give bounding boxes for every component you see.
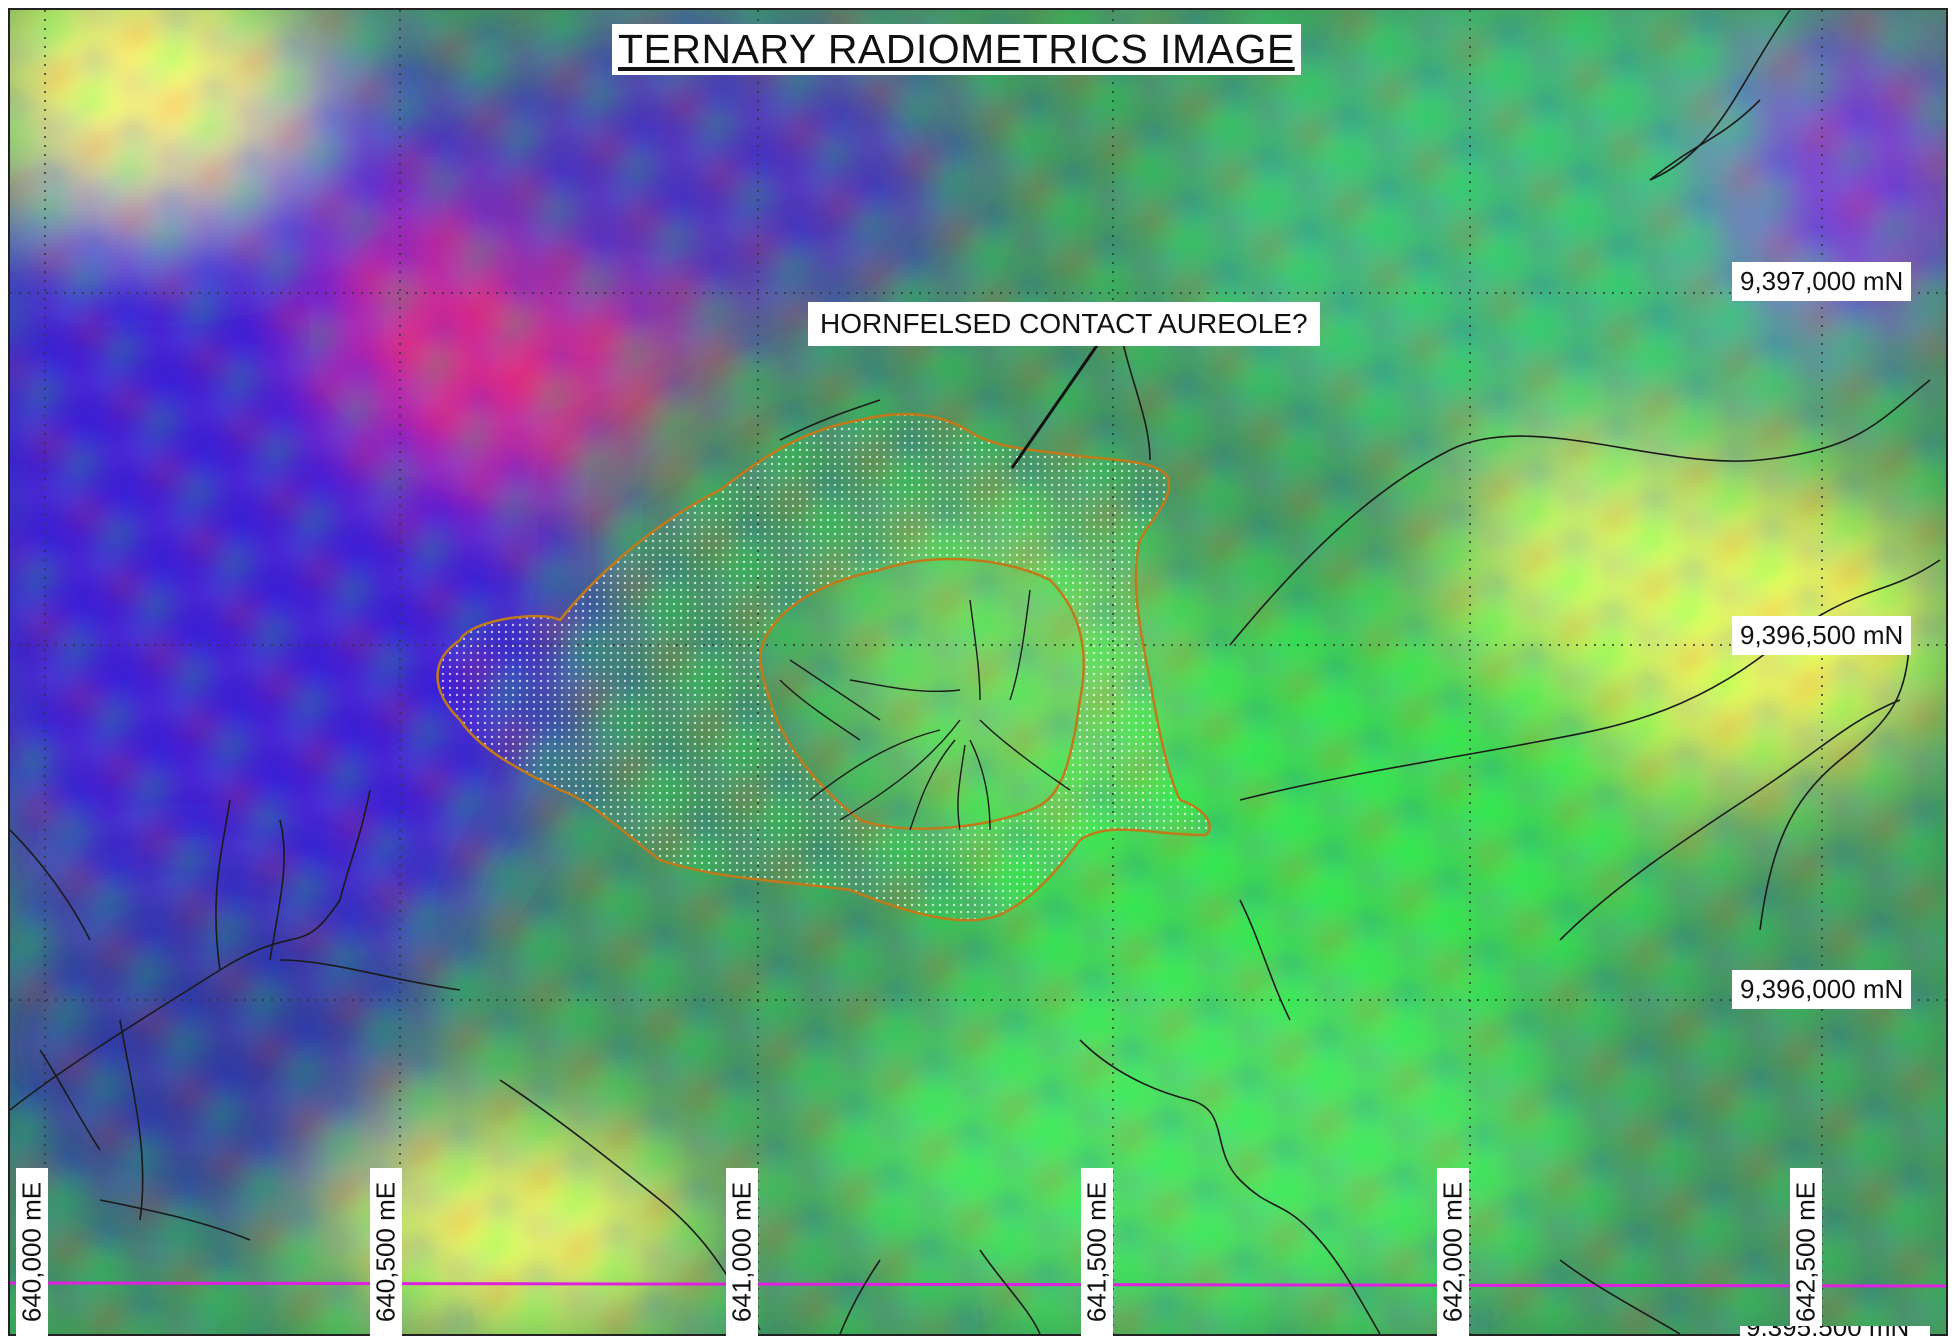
northing-label-9396500: 9,396,500 mN xyxy=(1732,616,1912,655)
easting-label-642000: 642,000 mE xyxy=(1437,1168,1469,1336)
aureole-callout-label: HORNFELSED CONTACT AUREOLE? xyxy=(808,302,1320,346)
easting-label-642500: 642,500 mE xyxy=(1790,1168,1822,1336)
easting-label-641000: 641,000 mE xyxy=(726,1168,758,1336)
northing-label-9395500-cut: 9,395,500 mN xyxy=(1740,1326,1930,1336)
aureole-zone xyxy=(436,412,1211,922)
map-title: TERNARY RADIOMETRICS IMAGE xyxy=(612,24,1301,75)
easting-label-641500: 641,500 mE xyxy=(1081,1168,1113,1336)
northing-label-9397000: 9,397,000 mN xyxy=(1732,262,1912,301)
easting-label-640500: 640,500 mE xyxy=(370,1168,402,1336)
map-frame xyxy=(8,8,1948,1336)
northing-label-9396000: 9,396,000 mN xyxy=(1732,970,1912,1009)
easting-label-640000: 640,000 mE xyxy=(16,1168,48,1336)
